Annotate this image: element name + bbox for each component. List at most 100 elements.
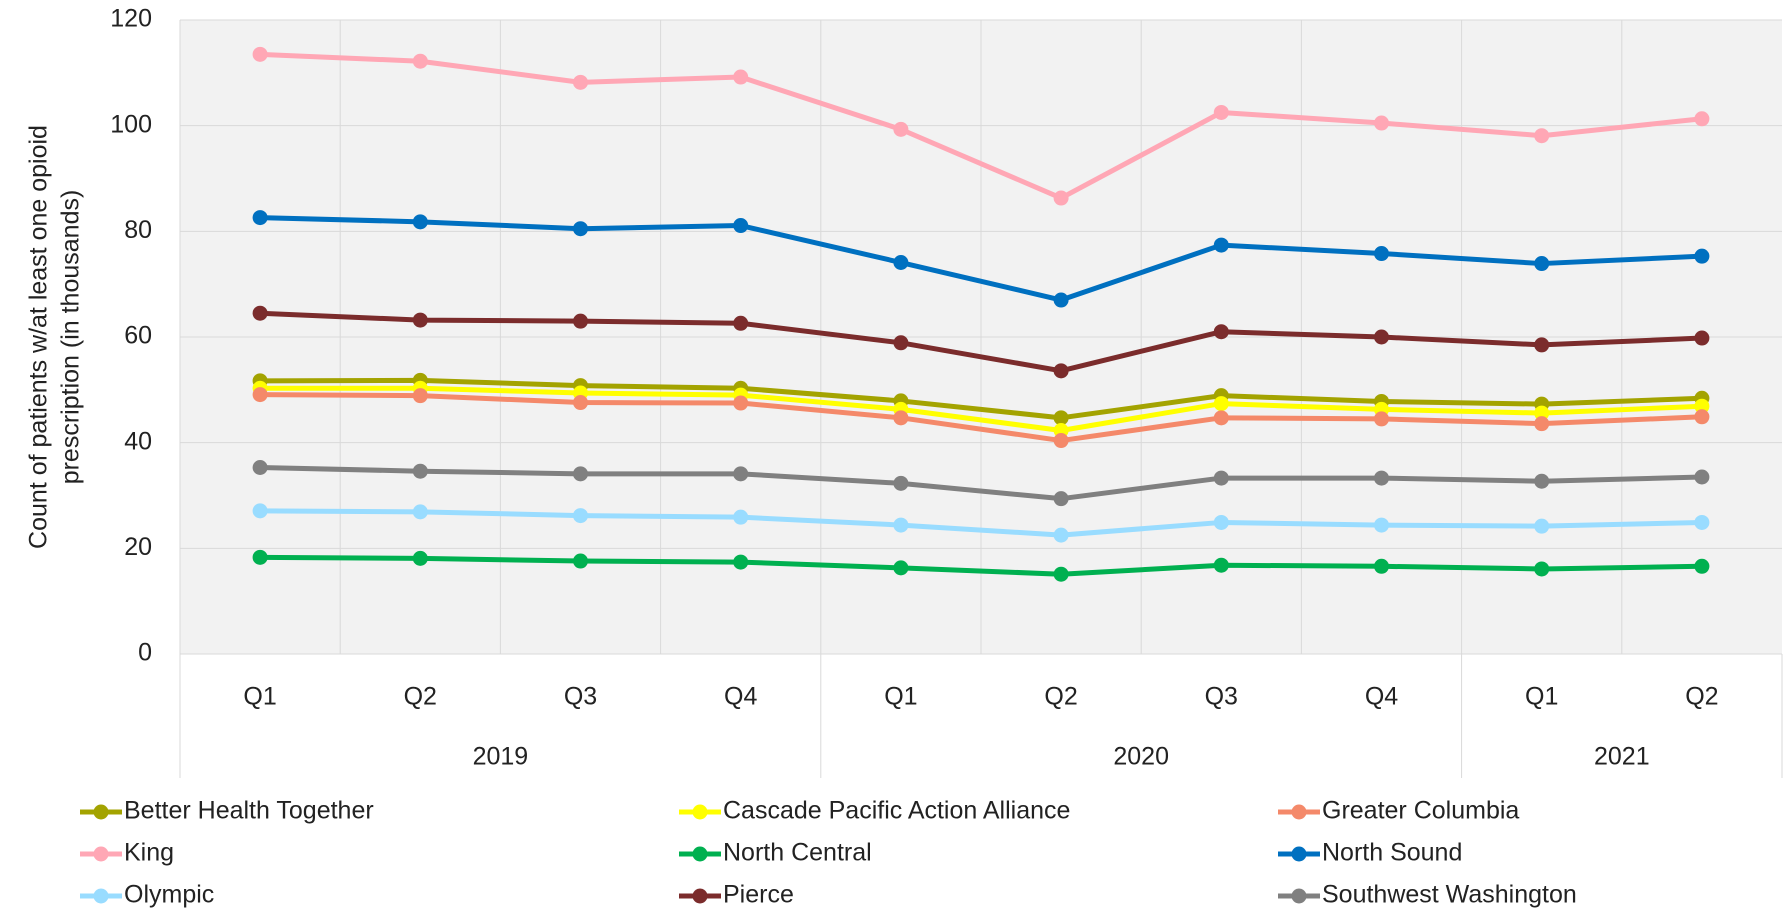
point [733,509,749,525]
legend-label: Olympic [124,881,214,909]
legend-marker [93,888,109,904]
point [1213,514,1229,530]
point [573,553,588,569]
point [1694,558,1710,574]
series-line [260,508,1702,538]
point [412,312,428,328]
point [1694,514,1710,530]
point [412,388,428,404]
x-tick-label: Q4 [724,683,757,711]
point [1534,405,1550,421]
y-tick-label: 80 [124,216,152,244]
point [893,517,909,533]
series-line [260,377,1702,421]
x-tick-label: Q3 [1205,683,1238,711]
point [1534,416,1550,432]
point [1213,324,1229,340]
x-tick-label: Q1 [1525,683,1558,711]
point [1053,190,1069,206]
point [573,508,588,524]
legend-label: Better Health Together [124,797,374,825]
y-tick-label: 0 [138,639,152,667]
point [1694,469,1710,485]
y-tick-label: 60 [124,322,152,350]
point [893,560,909,576]
series-line [260,385,1703,434]
point [1053,410,1069,426]
point [1694,248,1710,264]
legend-marker [692,846,708,862]
point [1213,410,1229,426]
point [1053,527,1069,543]
point [573,221,588,237]
x-group-label: 2019 [473,743,529,771]
x-group-label: 2021 [1594,743,1650,771]
point [1213,104,1229,120]
point [412,53,428,69]
point [893,475,909,491]
point [1694,330,1710,346]
legend-label: Greater Columbia [1322,797,1519,825]
legend-marker [93,804,109,820]
point [893,255,909,271]
point [1053,292,1069,308]
point [412,550,428,566]
point [1053,363,1069,379]
x-tick-label: Q4 [1365,683,1398,711]
point [1694,398,1710,414]
series-line [260,215,1703,303]
point [412,214,428,230]
point [1053,491,1069,507]
point [1374,329,1389,345]
point [1374,411,1389,427]
point [1374,517,1389,533]
point [1534,337,1550,353]
point [733,395,749,411]
y-axis-title: Count of patients w/at least one opioid … [25,125,85,549]
point [252,549,268,565]
point [1534,561,1550,577]
x-tick-label: Q3 [564,683,597,711]
point [252,387,268,403]
point [1694,111,1710,127]
point [1374,246,1389,262]
legend-label: Cascade Pacific Action Alliance [723,797,1070,825]
point [252,459,268,475]
point [1534,128,1550,144]
point [1213,470,1229,486]
legend-label: Pierce [723,881,794,909]
legend-marker [93,846,109,862]
point [573,74,588,90]
point [733,466,749,482]
legend-marker [1291,888,1307,904]
point [1213,237,1229,253]
x-tick-label: Q2 [404,683,437,711]
point [1213,557,1229,573]
legend-marker [692,804,708,820]
point [733,315,749,331]
x-tick-label: Q1 [884,683,917,711]
point [1534,473,1550,489]
point [573,395,588,411]
x-group-label: 2020 [1113,743,1169,771]
point [1374,470,1389,486]
point [252,210,268,226]
point [412,504,428,520]
point [733,554,749,570]
y-tick-label: 120 [110,5,152,33]
y-tick-label: 20 [124,533,152,561]
series-line [259,310,1703,374]
series-line [260,392,1703,444]
point [412,463,428,479]
point [1694,409,1710,425]
legend-label: King [124,839,174,867]
legend-marker [1291,804,1307,820]
series-line [260,464,1702,502]
legend-marker [692,888,708,904]
point [1213,396,1229,412]
series-line [260,554,1702,577]
point [252,503,268,519]
x-tick-label: Q2 [1685,683,1718,711]
point [252,305,268,321]
